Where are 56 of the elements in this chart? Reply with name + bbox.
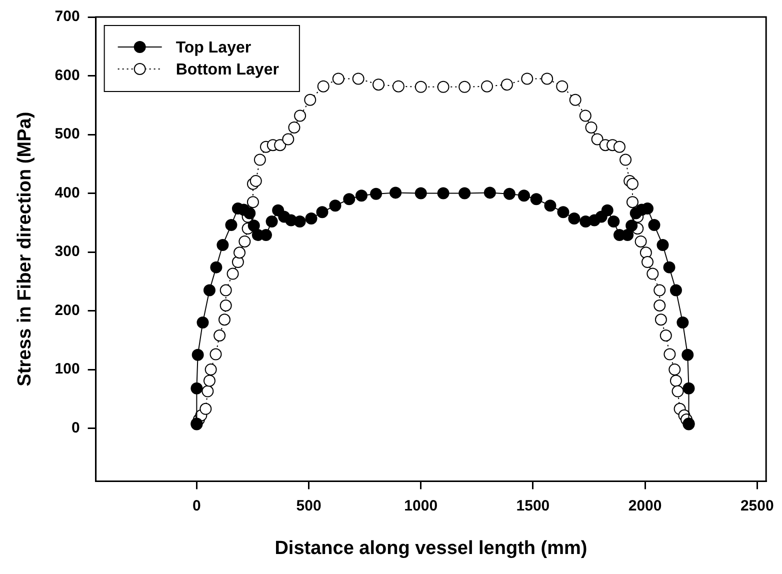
point (316, 206, 328, 218)
point (503, 188, 516, 200)
point (670, 284, 682, 296)
legend-label: Top Layer (176, 39, 252, 56)
point (355, 190, 368, 202)
y-tick-label: 400 (54, 184, 80, 202)
point (648, 219, 660, 232)
x-tick-label: 2500 (740, 497, 774, 514)
point (530, 193, 542, 206)
y-tick-label: 200 (54, 302, 80, 319)
point (343, 193, 356, 206)
x-tick-label: 500 (296, 497, 322, 514)
point (484, 186, 496, 199)
point (682, 348, 694, 361)
point (192, 348, 204, 361)
point (294, 215, 306, 228)
point (458, 187, 471, 200)
point (225, 219, 238, 232)
y-axis-title: Stress in Fiber direction (MPa) (14, 112, 36, 386)
point (682, 382, 695, 394)
point (557, 206, 570, 218)
x-tick-label: 1500 (516, 497, 550, 514)
point (248, 220, 260, 232)
point (676, 316, 689, 329)
point (305, 212, 318, 225)
point (190, 382, 203, 394)
point (244, 207, 256, 220)
point (601, 204, 614, 216)
y-tick-label: 300 (54, 243, 80, 260)
point (437, 187, 450, 200)
point (414, 187, 427, 200)
point (544, 200, 556, 212)
point (329, 200, 342, 212)
y-tick-label: 700 (54, 8, 80, 26)
point (196, 316, 209, 329)
y-tick-label: 0 (71, 419, 80, 436)
y-tick-label: 600 (54, 66, 80, 84)
x-tick-label: 1000 (404, 497, 438, 514)
point (626, 220, 638, 232)
point (663, 261, 676, 274)
point (518, 190, 530, 202)
legend-label: Bottom Layer (176, 61, 279, 78)
point (203, 284, 216, 296)
point (608, 215, 620, 228)
y-tick-label: 500 (54, 126, 80, 143)
y-tick-label: 100 (54, 360, 80, 378)
point (568, 212, 580, 225)
point (210, 261, 222, 274)
point (370, 188, 382, 200)
point (216, 238, 229, 251)
x-tick-label: 2000 (628, 497, 662, 514)
x-tick-label: 0 (192, 497, 201, 514)
point (266, 215, 278, 228)
point (656, 238, 669, 251)
x-axis-title: Distance along vessel length (mm) (274, 538, 588, 559)
point (390, 186, 402, 199)
